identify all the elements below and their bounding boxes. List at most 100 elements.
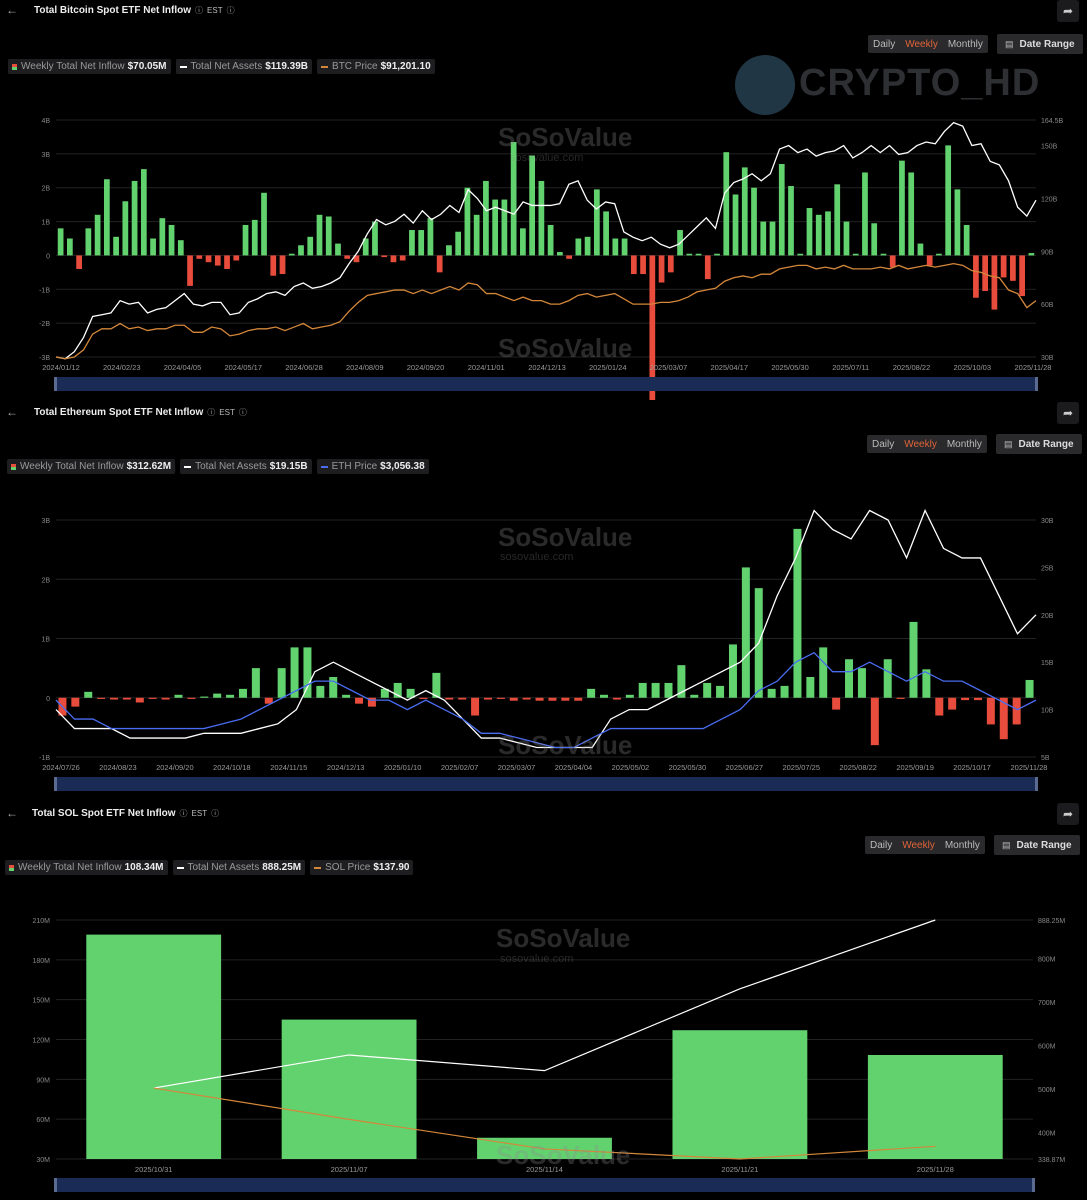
period-weekly-button[interactable]: Weekly xyxy=(902,839,935,851)
bar xyxy=(342,694,351,698)
bar xyxy=(741,167,748,256)
y2-tick-label: 20B xyxy=(1041,613,1054,620)
timezone-info-icon[interactable]: ⓘ xyxy=(238,408,247,417)
legend-inflow[interactable]: Weekly Total Net Inflow 108.34M xyxy=(5,860,168,875)
period-daily-button[interactable]: Daily xyxy=(872,438,895,450)
bar xyxy=(945,145,952,256)
legend-price[interactable]: ETH Price $3,056.38 xyxy=(316,459,429,474)
info-icon[interactable]: ⓘ xyxy=(207,408,216,417)
sol-panel: ← Total SOL Spot ETF Net Inflow ⓘ EST ⓘ ➦ D… xyxy=(0,800,1087,1200)
bar xyxy=(867,1054,1003,1159)
back-arrow-icon[interactable]: ← xyxy=(6,3,18,17)
bar xyxy=(621,238,628,256)
btc-date-range-button[interactable]: ▤ Date Range xyxy=(997,34,1083,54)
bar xyxy=(94,214,101,256)
y-tick-label: 1B xyxy=(41,637,50,644)
timezone-info-icon[interactable]: ⓘ xyxy=(226,6,235,15)
legend-net-assets[interactable]: Total Net Assets 888.25M xyxy=(172,860,306,875)
legend-price[interactable]: BTC Price $91,201.10 xyxy=(317,59,435,74)
bar xyxy=(224,255,230,269)
bar xyxy=(483,697,492,700)
bar xyxy=(870,697,879,746)
bar xyxy=(1000,255,1007,278)
info-icon[interactable]: ⓘ xyxy=(195,6,204,15)
x-tick-label: 2025/05/02 xyxy=(612,763,650,772)
period-monthly-button[interactable]: Monthly xyxy=(944,839,980,851)
bar xyxy=(335,243,341,256)
bar xyxy=(355,697,364,704)
share-icon[interactable]: ➦ xyxy=(1057,402,1079,424)
bar xyxy=(372,221,378,256)
bar xyxy=(161,697,170,700)
timezone-info-icon[interactable]: ⓘ xyxy=(211,809,220,818)
share-icon[interactable]: ➦ xyxy=(1057,803,1079,825)
back-arrow-icon[interactable]: ← xyxy=(6,405,18,419)
bar xyxy=(492,199,499,256)
sol-date-range-button[interactable]: ▤ Date Range xyxy=(994,835,1080,855)
info-icon[interactable]: ⓘ xyxy=(179,809,188,818)
y2-tick-label: 164.5B xyxy=(1041,118,1064,125)
x-tick-label: 2025/09/19 xyxy=(896,763,934,772)
bar xyxy=(664,682,673,698)
bar xyxy=(751,187,757,256)
legend-label: Total Net Assets xyxy=(195,461,267,472)
bar xyxy=(587,688,596,698)
btc-panel: ← Total Bitcoin Spot ETF Net Inflow ⓘ EST ⓘ… xyxy=(0,0,1087,400)
bar xyxy=(909,621,918,698)
bar xyxy=(409,230,415,256)
legend-label: Weekly Total Net Inflow xyxy=(21,61,125,72)
bar xyxy=(97,697,106,699)
bar xyxy=(510,142,517,256)
bar xyxy=(455,231,462,256)
bar xyxy=(150,238,156,256)
period-daily-button[interactable]: Daily xyxy=(870,839,893,851)
date-range-label: Date Range xyxy=(1016,839,1072,851)
legend-price[interactable]: SOL Price $137.90 xyxy=(310,860,414,875)
legend-net-assets[interactable]: Total Net Assets $19.15B xyxy=(180,459,312,474)
period-weekly-button[interactable]: Weekly xyxy=(905,38,938,50)
legend-value: $91,201.10 xyxy=(380,61,431,72)
y-tick-label: 150M xyxy=(32,998,50,1005)
bar xyxy=(427,218,434,256)
legend-net-assets[interactable]: Total Net Assets $119.39B xyxy=(175,59,313,74)
series-line xyxy=(55,121,1037,360)
legend-value: 108.34M xyxy=(124,862,164,873)
btc-title-wrap: Total Bitcoin Spot ETF Net Inflow ⓘ EST ⓘ xyxy=(34,5,235,16)
range-navigator xyxy=(56,377,1036,391)
period-monthly-button[interactable]: Monthly xyxy=(947,38,983,50)
period-weekly-button[interactable]: Weekly xyxy=(904,438,937,450)
x-tick-label: 2024/11/15 xyxy=(270,763,307,772)
legend-value: $70.05M xyxy=(127,61,167,72)
legend-inflow[interactable]: Weekly Total Net Inflow $312.62M xyxy=(7,459,176,474)
calendar-icon: ▤ xyxy=(1002,839,1011,850)
bar xyxy=(251,219,258,256)
bar xyxy=(344,255,351,259)
bar xyxy=(168,224,175,256)
y2-tick-label: 800M xyxy=(1038,956,1056,963)
y-tick-label: 120M xyxy=(32,1038,50,1045)
x-tick-label: 2025/11/21 xyxy=(721,1165,758,1174)
line-swatch-icon xyxy=(314,866,322,869)
legend-inflow[interactable]: Weekly Total Net Inflow $70.05M xyxy=(8,59,171,74)
navigator-handle-left xyxy=(54,377,57,391)
bar xyxy=(845,659,854,698)
line-swatch-icon xyxy=(320,465,328,468)
sol-period-toggle: Daily Weekly Monthly xyxy=(865,836,985,854)
eth-date-range-button[interactable]: ▤ Date Range xyxy=(996,434,1082,454)
period-daily-button[interactable]: Daily xyxy=(873,38,896,50)
bar xyxy=(445,697,454,700)
eth-period-toggle: Daily Weekly Monthly xyxy=(867,435,987,453)
share-icon[interactable]: ➦ xyxy=(1057,0,1079,22)
bar xyxy=(880,253,887,256)
period-monthly-button[interactable]: Monthly xyxy=(946,438,982,450)
sol-title-wrap: Total SOL Spot ETF Net Inflow ⓘ EST ⓘ xyxy=(32,808,219,819)
bar xyxy=(926,255,933,266)
bar xyxy=(122,201,129,256)
navigator-handle-right xyxy=(1035,777,1038,791)
legend-label: SOL Price xyxy=(325,862,371,873)
bar xyxy=(999,697,1008,740)
legend-label: Weekly Total Net Inflow xyxy=(18,862,122,873)
x-tick-label: 2025/11/07 xyxy=(331,1165,368,1174)
back-arrow-icon[interactable]: ← xyxy=(6,806,18,820)
bar xyxy=(640,255,646,275)
